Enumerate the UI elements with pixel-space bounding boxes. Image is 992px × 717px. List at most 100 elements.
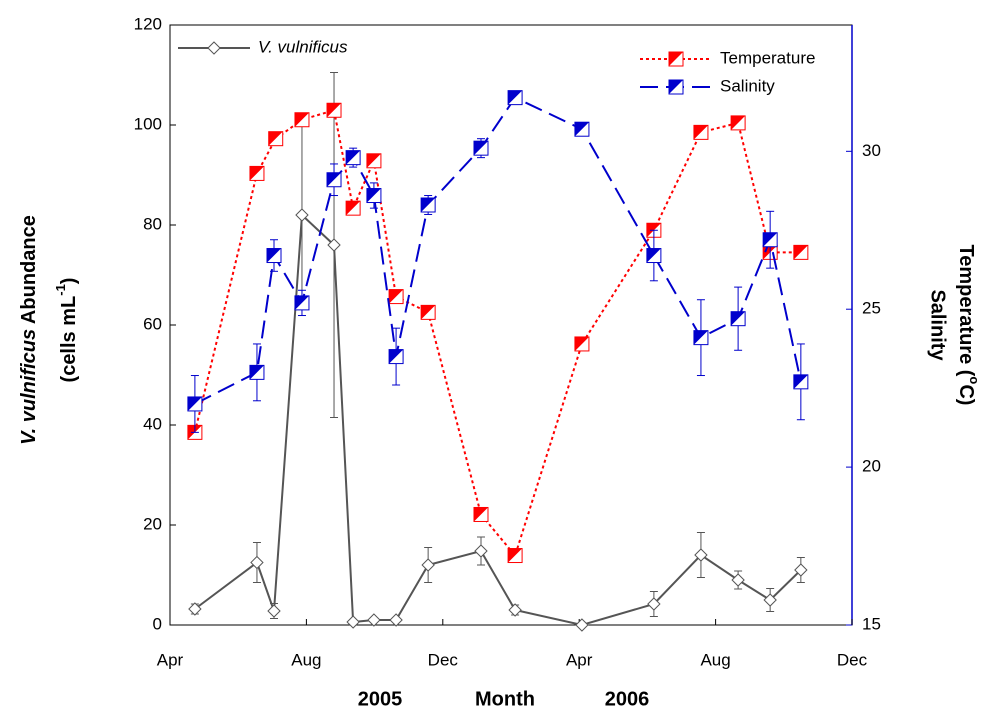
x-tick-label: Aug bbox=[700, 650, 730, 669]
x-tick-label: Apr bbox=[566, 650, 593, 669]
marker bbox=[474, 544, 488, 558]
x-tick-label: Aug bbox=[291, 650, 321, 669]
marker bbox=[420, 304, 436, 320]
marker bbox=[250, 555, 264, 570]
marker bbox=[508, 603, 522, 617]
marker bbox=[187, 396, 203, 412]
y-label-units-text: (cells mL bbox=[58, 296, 80, 383]
y-tick-label: 100 bbox=[134, 114, 162, 133]
square-half bbox=[731, 115, 746, 130]
marker bbox=[249, 165, 265, 181]
square-half bbox=[268, 131, 283, 146]
marker bbox=[473, 140, 489, 156]
marker bbox=[507, 548, 523, 564]
y-tick-label: 0 bbox=[153, 614, 162, 633]
marker bbox=[421, 558, 435, 572]
square-half bbox=[366, 188, 381, 203]
y2-label-salinity: Salinity bbox=[927, 289, 949, 361]
marker bbox=[473, 506, 489, 522]
legend-label: Temperature bbox=[720, 48, 815, 67]
diamond bbox=[367, 613, 381, 627]
legend-marker bbox=[668, 79, 684, 95]
diamond bbox=[346, 615, 360, 629]
diamond bbox=[207, 41, 221, 55]
marker bbox=[793, 374, 809, 390]
marker bbox=[345, 150, 361, 166]
y-tick-label: 80 bbox=[143, 214, 162, 233]
diamond bbox=[731, 573, 745, 587]
plot-frame bbox=[169, 24, 853, 626]
diamond bbox=[694, 548, 708, 562]
y2-tick-label: 15 bbox=[862, 614, 881, 633]
square-half bbox=[346, 201, 361, 216]
y-label: V. vulnificus Abundance bbox=[18, 215, 40, 445]
square-half bbox=[421, 198, 436, 212]
marker bbox=[294, 112, 310, 128]
square-half bbox=[187, 396, 202, 411]
square-half bbox=[473, 507, 488, 522]
square-half bbox=[693, 330, 708, 345]
square-half bbox=[327, 172, 342, 187]
marker bbox=[389, 613, 403, 627]
x-tick-label: Dec bbox=[428, 650, 459, 669]
marker bbox=[366, 153, 382, 169]
square-half bbox=[508, 548, 523, 563]
y2-label: Temperature (oC) bbox=[955, 245, 982, 406]
series-line bbox=[194, 96, 802, 405]
marker bbox=[345, 200, 361, 216]
square-half bbox=[646, 248, 661, 263]
square-half bbox=[389, 289, 404, 304]
square-half bbox=[731, 311, 746, 326]
y2-label-sup: o bbox=[967, 376, 982, 384]
square-half bbox=[793, 245, 808, 260]
square-half bbox=[249, 365, 264, 380]
legend-marker bbox=[668, 51, 684, 67]
square-half bbox=[508, 90, 523, 105]
square-half bbox=[693, 125, 708, 140]
diamond bbox=[295, 208, 309, 222]
legend-label: V. vulnificus bbox=[258, 37, 348, 56]
y2-tick-label: 25 bbox=[862, 299, 881, 318]
y2-tick-label: 20 bbox=[862, 457, 881, 476]
marker bbox=[507, 90, 523, 106]
marker bbox=[730, 115, 746, 131]
square-half bbox=[574, 122, 589, 137]
marker bbox=[249, 364, 265, 380]
diamond bbox=[474, 544, 488, 558]
y-label-units: (cells mL-1) bbox=[53, 278, 80, 383]
square-half bbox=[389, 349, 404, 364]
square-half bbox=[669, 52, 683, 66]
y-tick-label: 120 bbox=[134, 14, 162, 33]
diamond bbox=[267, 604, 281, 618]
marker bbox=[388, 349, 404, 365]
square-half bbox=[267, 248, 282, 263]
square-half bbox=[473, 141, 488, 156]
marker bbox=[367, 613, 381, 627]
y-label-italic: V. vulnificus bbox=[18, 329, 40, 445]
square-half bbox=[763, 232, 778, 247]
y-label-text: Abundance bbox=[18, 215, 40, 324]
y-tick-label: 40 bbox=[143, 414, 162, 433]
marker bbox=[575, 618, 589, 632]
square-half bbox=[669, 80, 683, 94]
square-half bbox=[574, 336, 589, 351]
diamond bbox=[763, 593, 777, 607]
diamond bbox=[794, 563, 808, 577]
marker bbox=[268, 131, 284, 147]
marker bbox=[693, 330, 709, 346]
marker bbox=[730, 311, 746, 327]
x-label-2006: 2006 bbox=[605, 688, 650, 710]
x-tick-label: Apr bbox=[157, 650, 184, 669]
marker bbox=[366, 188, 382, 204]
legend-marker bbox=[207, 41, 221, 55]
y-label-sup: -1 bbox=[53, 284, 68, 296]
marker bbox=[420, 197, 436, 213]
square-half bbox=[421, 305, 436, 320]
square-half bbox=[249, 166, 264, 181]
diamond bbox=[250, 555, 264, 570]
marker bbox=[794, 563, 808, 577]
marker bbox=[762, 232, 778, 248]
marker bbox=[326, 172, 342, 188]
marker bbox=[693, 124, 709, 140]
